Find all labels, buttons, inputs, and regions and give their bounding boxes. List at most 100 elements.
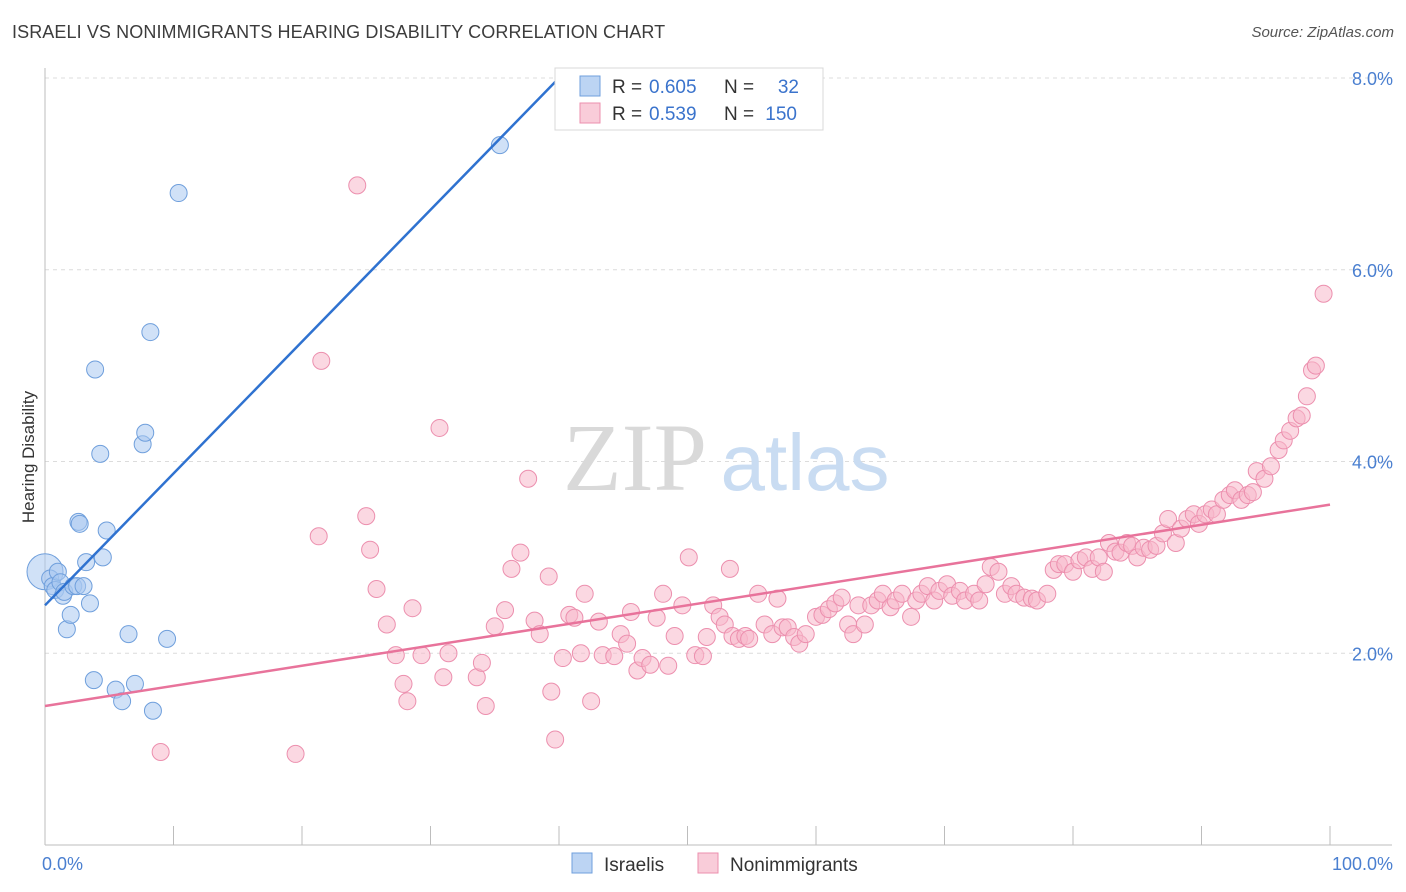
- nonimmigrants-point-14: [430, 418, 449, 437]
- nonimmigrants-point-141: [1243, 483, 1262, 502]
- nonimmigrants-point-61: [740, 629, 759, 648]
- legend-n-value-1: 32: [778, 77, 799, 98]
- bottom-legend: Israelis Nonimmigrants: [571, 852, 858, 876]
- israelis-point-30: [158, 629, 177, 648]
- nonimmigrants-point-20: [485, 617, 504, 636]
- nonimmigrants-point-1: [286, 744, 305, 763]
- legend-swatch-nonimmigrants: [579, 102, 601, 124]
- israelis-trend-line: [44, 77, 560, 607]
- israelis-point-32: [490, 136, 509, 155]
- nonimmigrants-point-29: [546, 730, 565, 749]
- nonimmigrants-point-100: [989, 562, 1008, 581]
- israelis-point-18: [86, 360, 105, 379]
- legend-r-value-2: 0.539: [649, 104, 697, 125]
- nonimmigrants-point-34: [575, 584, 594, 603]
- nonimmigrants-point-48: [665, 626, 684, 645]
- chart-title: ISRAELI VS NONIMMIGRANTS HEARING DISABIL…: [12, 22, 666, 42]
- y-tick-label-2: 6.0%: [1352, 261, 1393, 281]
- nonimmigrants-point-2: [309, 527, 328, 546]
- nonimmigrants-point-21: [496, 601, 515, 620]
- nonimmigrants-point-18: [472, 653, 491, 672]
- nonimmigrants-trend-line: [44, 503, 1331, 708]
- nonimmigrants-point-149: [1292, 406, 1311, 425]
- nonimmigrants-point-4: [348, 176, 367, 195]
- legend-r-value-1: 0.605: [649, 77, 697, 98]
- nonimmigrants-point-6: [361, 540, 380, 559]
- nonimmigrants-point-7: [367, 580, 386, 599]
- grid-lines: [45, 77, 1392, 654]
- source-label: Source: ZipAtlas.com: [1251, 24, 1394, 41]
- bottom-legend-swatch-israelis: [571, 852, 593, 874]
- bottom-legend-israelis: Israelis: [604, 855, 664, 876]
- x-tick-label-0: 0.0%: [42, 854, 83, 874]
- nonimmigrants-point-44: [641, 655, 660, 674]
- nonimmigrants-point-98: [976, 575, 995, 594]
- nonimmigrants-point-16: [439, 644, 458, 663]
- nonimmigrants-point-11: [398, 692, 417, 711]
- legend-swatch-israelis: [579, 75, 601, 97]
- nonimmigrants-point-127: [1159, 510, 1178, 529]
- watermark-atlas: atlas: [721, 418, 890, 507]
- nonimmigrants-point-38: [605, 647, 624, 666]
- axes: [44, 68, 1392, 846]
- nonimmigrants-point-107: [1038, 584, 1057, 603]
- israelis-point-14: [74, 577, 93, 596]
- nonimmigrants-point-79: [855, 615, 874, 634]
- nonimmigrants-point-116: [1094, 562, 1113, 581]
- tick-labels: 2.0% 4.0% 6.0% 8.0% 0.0% 100.0%: [42, 69, 1393, 874]
- nonimmigrants-point-75: [832, 588, 851, 607]
- bottom-legend-swatch-nonimmigrants: [697, 852, 719, 874]
- nonimmigrants-point-77: [844, 625, 863, 644]
- nonimmigrants-point-27: [539, 567, 558, 586]
- israelis-point-13: [70, 514, 89, 533]
- nonimmigrants-point-3: [312, 351, 331, 370]
- israelis-point-31: [169, 184, 188, 203]
- nonimmigrants-point-33: [571, 644, 590, 663]
- legend-r-label-1: R =: [612, 77, 642, 98]
- israelis-points: [26, 136, 509, 720]
- nonimmigrants-point-50: [679, 548, 698, 567]
- y-tick-label-3: 8.0%: [1352, 69, 1393, 89]
- legend-n-value-2: 150: [765, 104, 797, 125]
- y-axis-label: Hearing Disability: [19, 390, 38, 523]
- nonimmigrants-point-144: [1261, 457, 1280, 476]
- nonimmigrants-point-30: [553, 649, 572, 668]
- watermark-zip: ZIP: [563, 404, 707, 511]
- bottom-legend-nonimmigrants: Nonimmigrants: [730, 855, 858, 876]
- trend-lines: [44, 77, 1331, 708]
- nonimmigrants-point-152: [1306, 356, 1325, 375]
- nonimmigrants-point-150: [1297, 387, 1316, 406]
- israelis-point-24: [119, 625, 138, 644]
- nonimmigrants-point-57: [720, 559, 739, 578]
- nonimmigrants-point-153: [1314, 284, 1333, 303]
- nonimmigrants-point-70: [796, 625, 815, 644]
- legend-n-label-1: N =: [724, 77, 754, 98]
- israelis-point-17: [84, 671, 103, 690]
- legend-r-label-2: R =: [612, 104, 642, 125]
- legend-n-label-2: N =: [724, 104, 754, 125]
- israelis-point-21: [97, 521, 116, 540]
- x-tick-label-1: 100.0%: [1332, 854, 1393, 874]
- nonimmigrants-point-35: [582, 692, 601, 711]
- nonimmigrants-point-97: [970, 591, 989, 610]
- nonimmigrants-point-53: [697, 627, 716, 646]
- y-tick-label-1: 4.0%: [1352, 453, 1393, 473]
- israelis-point-9: [61, 605, 80, 624]
- nonimmigrants-point-52: [693, 647, 712, 666]
- legend-box: R = 0.605 N = 32 R = 0.539 N = 150: [554, 67, 824, 131]
- israelis-point-29: [143, 701, 162, 720]
- nonimmigrants-point-15: [434, 668, 453, 687]
- israelis-point-28: [141, 323, 160, 342]
- nonimmigrants-point-28: [542, 682, 561, 701]
- nonimmigrants-points: [151, 176, 1333, 763]
- nonimmigrants-point-8: [377, 615, 396, 634]
- nonimmigrants-point-13: [412, 646, 431, 665]
- israelis-point-19: [91, 444, 110, 463]
- nonimmigrants-point-36: [589, 612, 608, 631]
- nonimmigrants-point-24: [519, 469, 538, 488]
- nonimmigrants-point-5: [357, 507, 376, 526]
- nonimmigrants-point-23: [511, 543, 530, 562]
- nonimmigrants-point-40: [618, 634, 637, 653]
- y-tick-label-0: 2.0%: [1352, 644, 1393, 664]
